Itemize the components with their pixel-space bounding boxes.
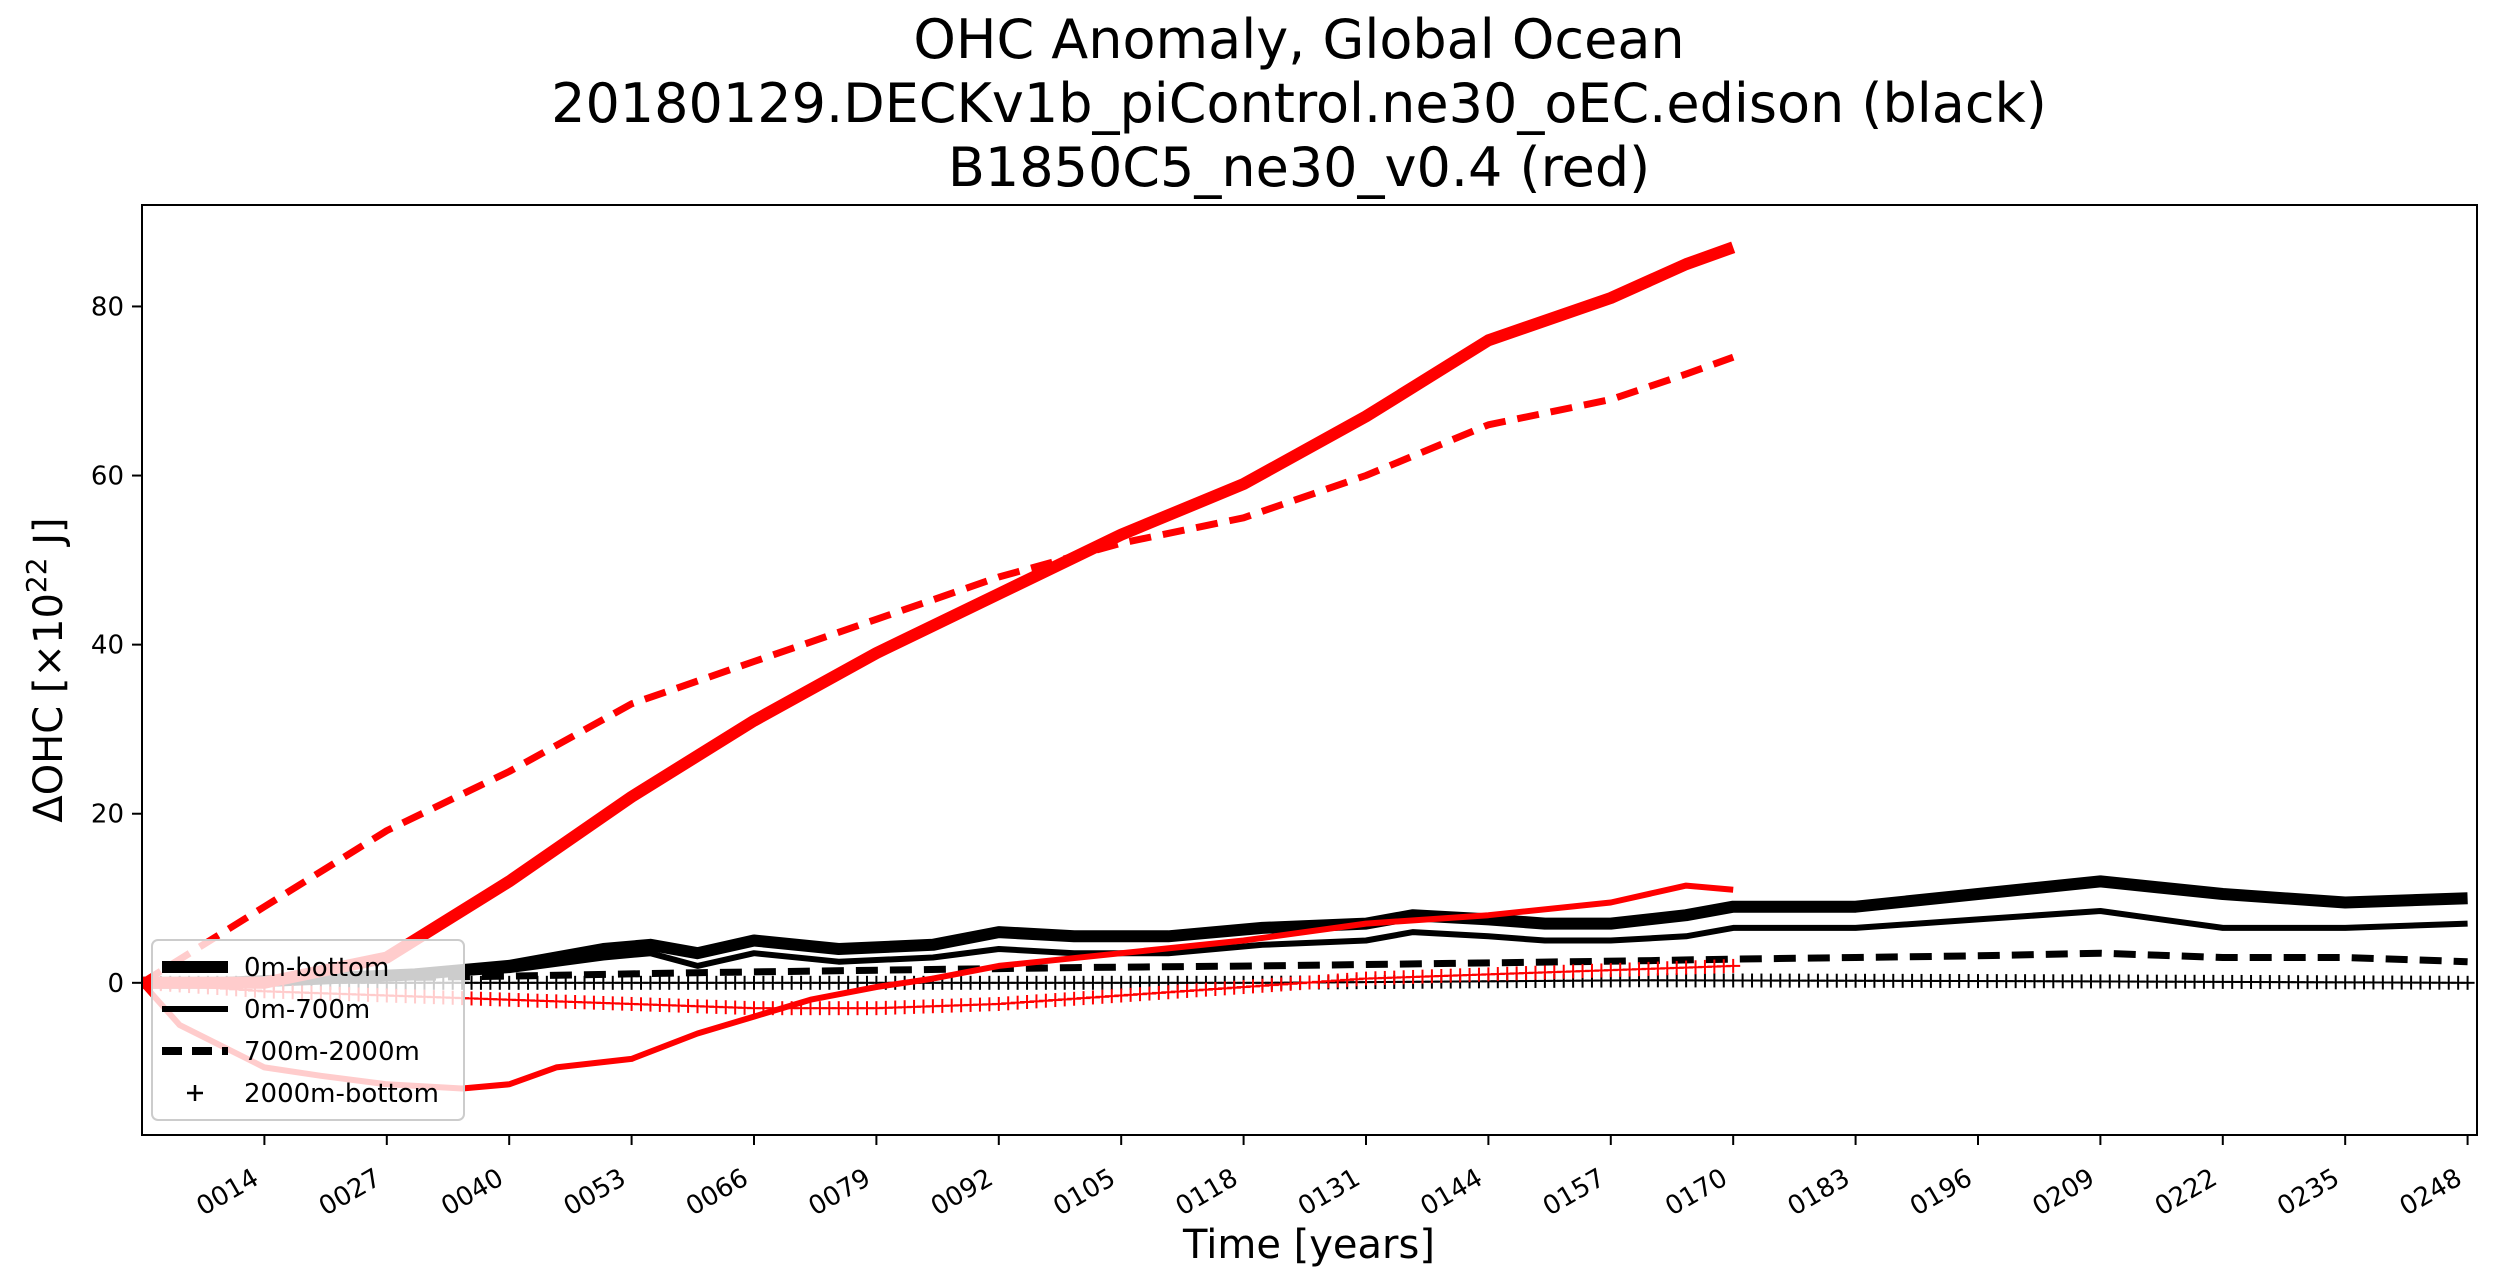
series-red-0m-bottom [142,241,1736,989]
series-black-700m-2000m [142,949,2468,987]
legend-label-700m-2000m: 700m-2000m [244,1037,420,1067]
y-tick-label: 20 [91,800,124,830]
legend: 0m-bottom 0m-700m 700m-2000m 2000m-botto… [151,939,465,1121]
legend-label-0m-bottom: 0m-bottom [244,953,389,983]
series-layer [142,241,2475,1092]
series-black-0m-700m [142,908,2468,986]
y-axis: 0 20 40 60 80 [91,292,142,999]
legend-label-0m-700m: 0m-700m [244,995,370,1025]
y-axis-label: ΔOHC [×1022 J] [20,517,72,822]
plot-frame [141,204,2478,1136]
chart-title-line-2: 20180129.DECKv1b_piControl.ne30_oEC.edis… [551,72,2047,135]
y-tick-label: 60 [91,462,124,492]
y-axis-label-superscript: 22 [20,557,53,593]
chart-title-line-1: OHC Anomaly, Global Ocean [913,8,1684,71]
legend-box [151,939,465,1121]
series-red-700m-2000m [142,353,1735,986]
y-tick-label: 80 [91,292,124,322]
legend-label-2000m-bottom: 2000m-bottom [244,1079,439,1109]
chart-title-line-3: B1850C5_ne30_v0.4 (red) [948,136,1650,199]
y-tick-label: 0 [107,969,124,999]
y-axis-label-main: ΔOHC [×10 [26,593,72,823]
series-black-0m-bottom [142,875,2468,989]
legend-swatch-plus [187,1085,203,1101]
y-tick-label: 40 [91,631,124,661]
x-axis-label: Time [years] [1182,1222,1435,1268]
y-axis-label-unit: J] [26,517,72,557]
